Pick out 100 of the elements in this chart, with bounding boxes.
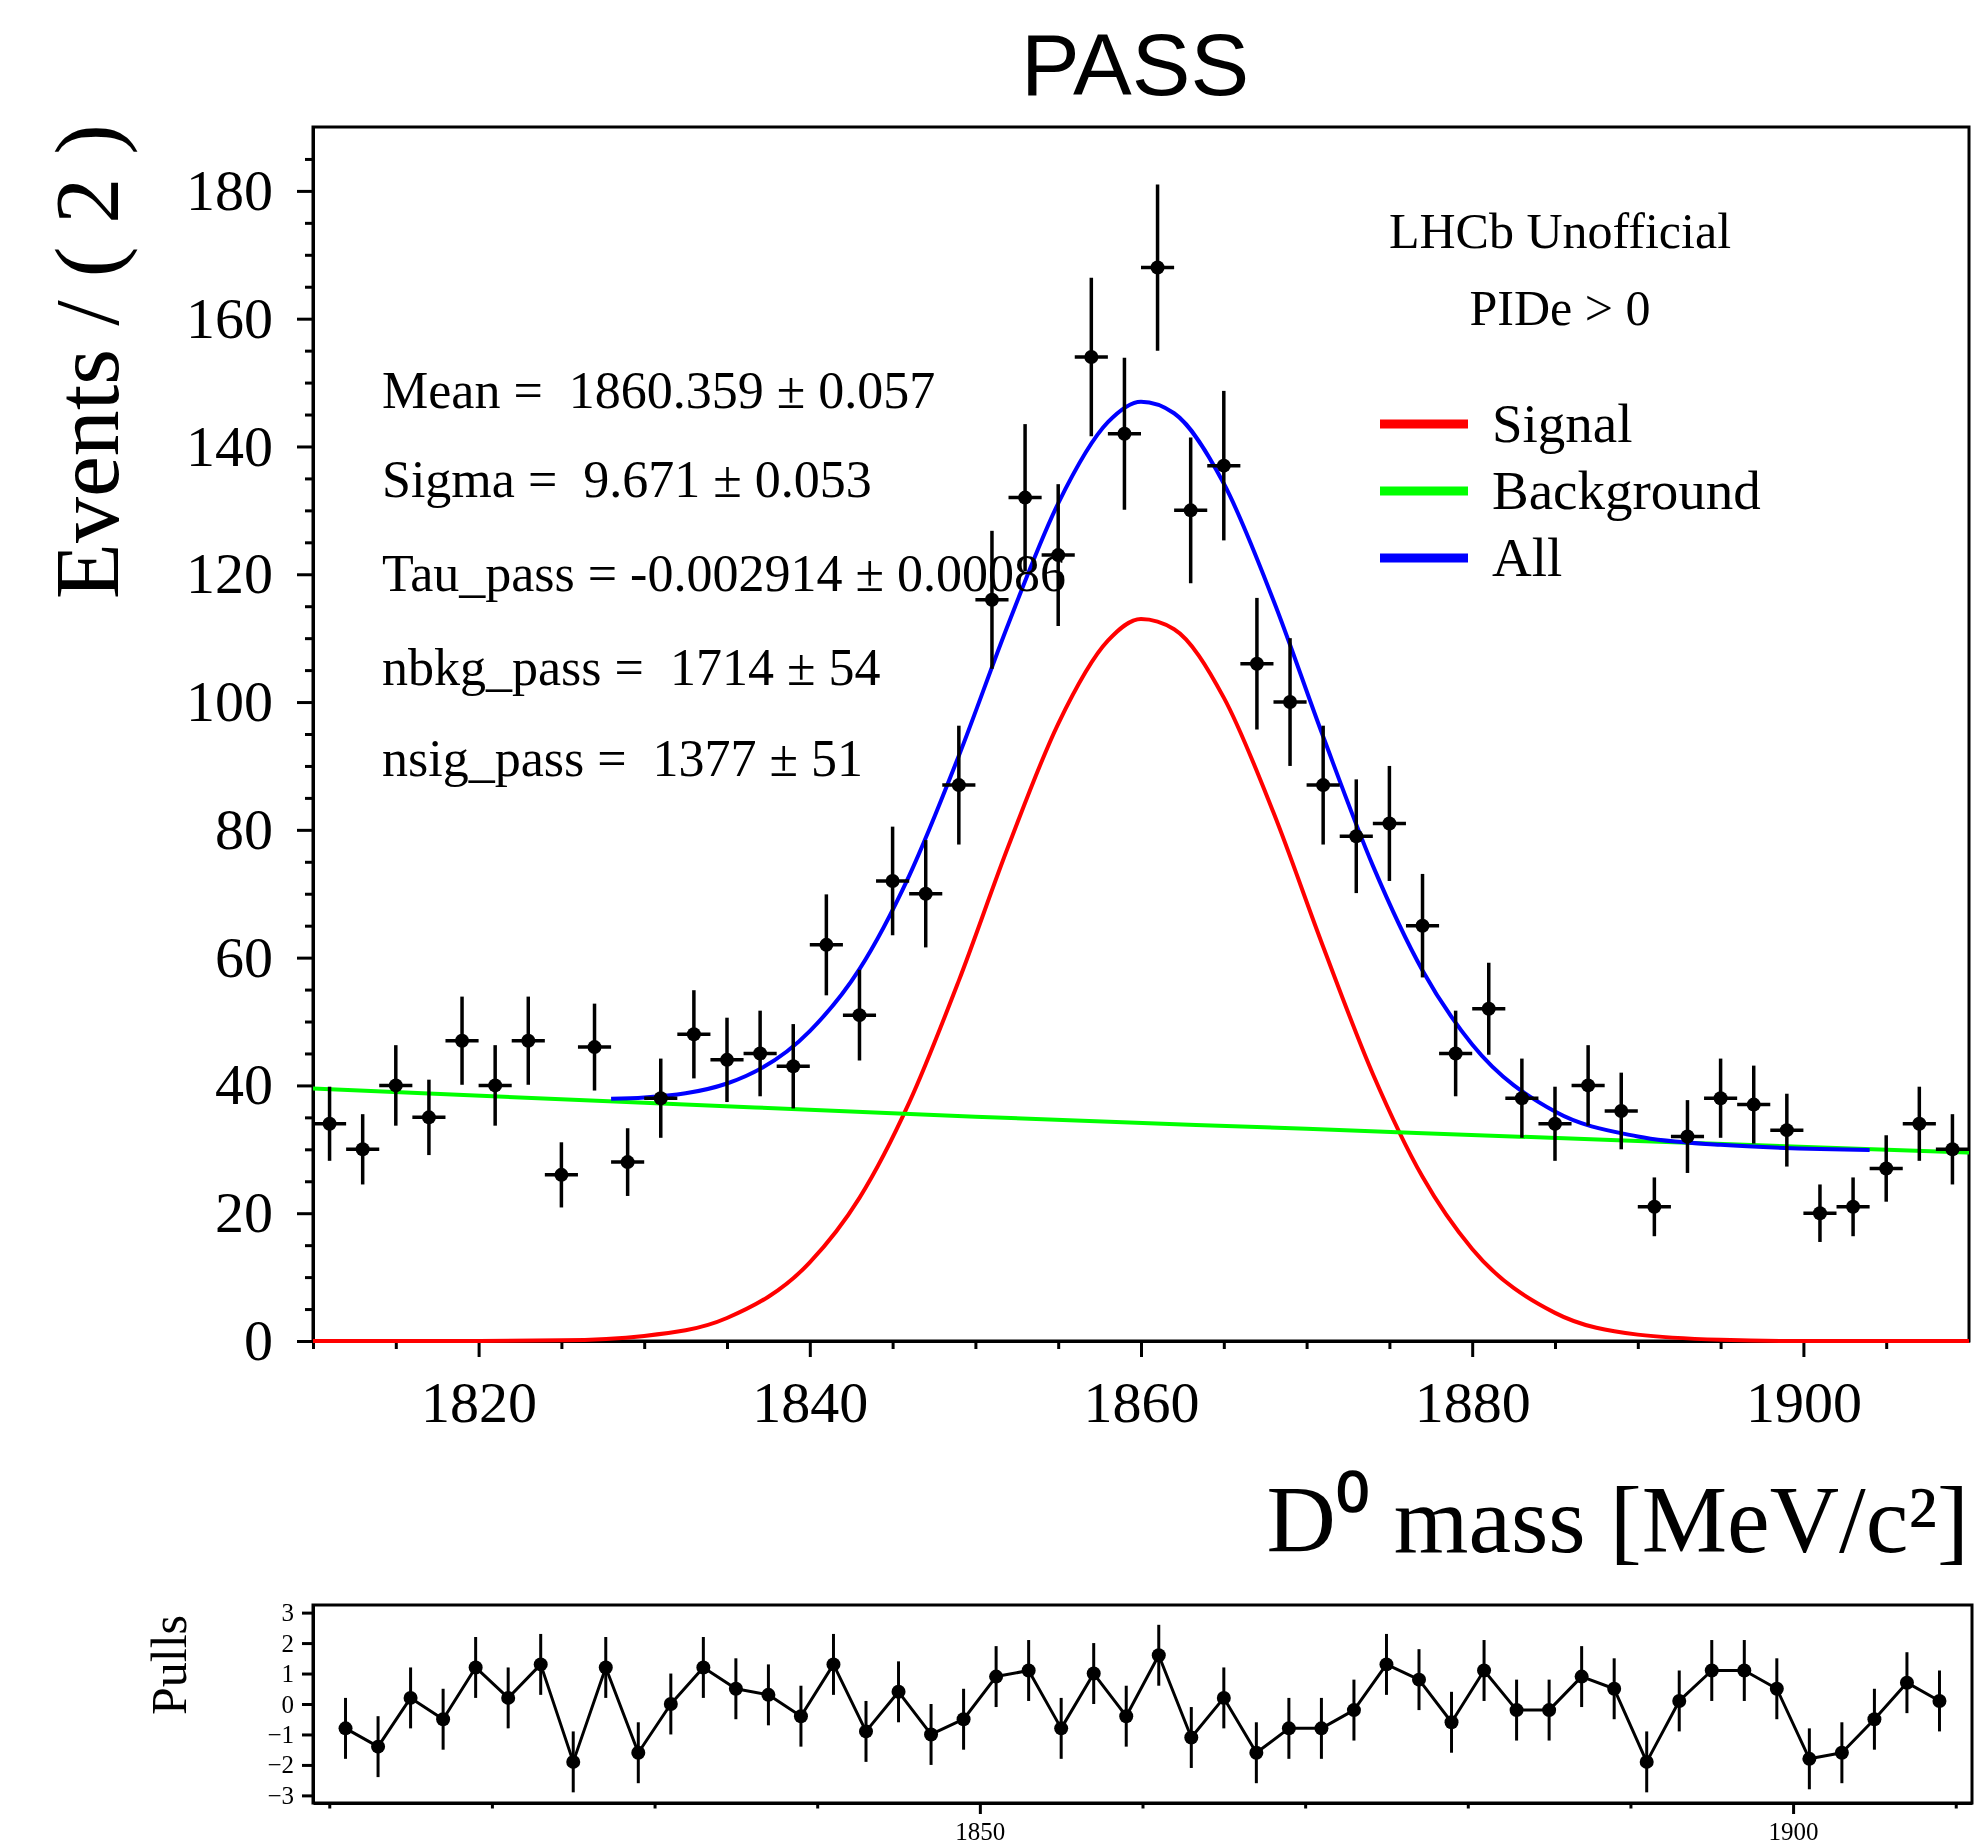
point: [686, 1027, 701, 1042]
point: [1932, 1693, 1947, 1708]
point: [1117, 426, 1132, 441]
point: [891, 1684, 906, 1699]
y-tick-label: 60: [215, 924, 273, 990]
point: [1746, 1097, 1761, 1112]
y-tick-label: −2: [267, 1751, 294, 1779]
point: [1249, 1745, 1264, 1760]
point: [1867, 1712, 1882, 1727]
annotation: PIDe > 0: [1469, 280, 1651, 336]
point: [786, 1059, 801, 1074]
point: [720, 1052, 734, 1067]
point: [1574, 1669, 1589, 1684]
point: [1769, 1681, 1784, 1696]
point: [1316, 778, 1331, 793]
point: [1349, 829, 1364, 844]
point: [951, 778, 966, 793]
point: [1879, 1161, 1894, 1176]
y-tick-label: 0: [281, 1690, 294, 1718]
point: [533, 1657, 548, 1672]
point: [501, 1690, 516, 1705]
annotation: Sigma = 9.671 ± 0.053: [382, 451, 872, 508]
y-tick-label: 3: [281, 1599, 294, 1627]
point: [436, 1712, 451, 1727]
legend-label: All: [1492, 527, 1563, 588]
point: [1382, 816, 1397, 831]
point: [388, 1078, 403, 1093]
point: [554, 1167, 569, 1182]
point: [1086, 1666, 1101, 1681]
point: [371, 1739, 386, 1754]
point: [587, 1040, 602, 1055]
point: [1477, 1663, 1492, 1678]
point: [521, 1033, 536, 1048]
x-tick-label: 1900: [1745, 1370, 1862, 1436]
x-tick-label: 1860: [1083, 1370, 1200, 1436]
point: [1912, 1116, 1927, 1131]
point: [1119, 1709, 1134, 1724]
point: [1945, 1142, 1960, 1157]
y-tick-label: 40: [215, 1052, 273, 1118]
point: [1021, 1663, 1036, 1678]
point: [1812, 1206, 1827, 1221]
y-tick-label: 80: [215, 796, 273, 862]
point: [338, 1721, 353, 1736]
point: [1151, 1648, 1166, 1663]
point: [1281, 1721, 1296, 1736]
point: [322, 1116, 337, 1131]
point: [793, 1709, 808, 1724]
y-tick-label: 140: [186, 413, 273, 479]
y-tick-label: 160: [186, 285, 273, 351]
point: [1216, 1690, 1231, 1705]
point: [1481, 1001, 1496, 1016]
point: [663, 1697, 678, 1711]
point: [1249, 656, 1264, 671]
point: [728, 1681, 743, 1696]
point: [566, 1754, 581, 1769]
x-tick-label: 1880: [1414, 1370, 1531, 1436]
y-tick-label: −3: [267, 1781, 294, 1809]
point: [1444, 1715, 1459, 1730]
point: [455, 1033, 470, 1048]
y-tick-label: 120: [186, 541, 273, 607]
x-tick-label: 1820: [421, 1370, 538, 1436]
point: [1779, 1123, 1794, 1138]
x-tick-label: 1900: [1768, 1817, 1819, 1842]
point: [1680, 1129, 1695, 1144]
chart-title: PASS: [1020, 15, 1250, 114]
point: [1448, 1046, 1463, 1061]
point: [1514, 1091, 1529, 1106]
x-tick-label: 1840: [752, 1370, 869, 1436]
y-tick-label: −1: [267, 1720, 294, 1748]
point: [1672, 1693, 1687, 1708]
point: [1704, 1663, 1719, 1678]
point: [620, 1155, 635, 1170]
point: [403, 1690, 418, 1705]
point: [761, 1687, 776, 1702]
point: [852, 1008, 867, 1023]
x-tick-label: 1850: [955, 1817, 1006, 1842]
point: [488, 1078, 503, 1093]
annotation: Mean = 1860.359 ± 0.057: [382, 362, 936, 419]
point: [826, 1657, 841, 1672]
point: [1018, 490, 1033, 505]
point: [1412, 1672, 1426, 1687]
point: [1509, 1703, 1524, 1718]
point: [696, 1660, 711, 1675]
y-tick-label: 20: [215, 1180, 273, 1246]
point: [631, 1745, 646, 1760]
point: [1639, 1754, 1654, 1769]
y-tick-label: 0: [244, 1308, 273, 1374]
point: [1607, 1681, 1622, 1696]
y-axis-title: Pulls: [141, 1614, 197, 1716]
point: [1314, 1721, 1329, 1736]
point: [885, 873, 900, 888]
point: [1548, 1116, 1562, 1131]
point: [956, 1712, 971, 1727]
y-tick-label: 1: [281, 1660, 294, 1688]
point: [1216, 458, 1231, 473]
point: [355, 1142, 370, 1157]
point: [1184, 1730, 1199, 1745]
x-axis-title: D⁰ mass [MeV/c²]: [1266, 1466, 1969, 1573]
point: [1054, 1721, 1069, 1736]
point: [1542, 1703, 1557, 1718]
